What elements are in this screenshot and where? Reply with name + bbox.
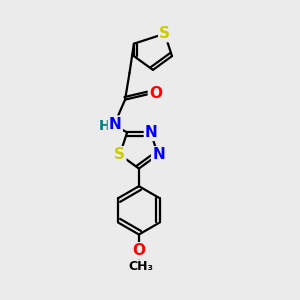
Text: O: O xyxy=(149,86,162,101)
Text: H: H xyxy=(99,118,110,133)
Text: CH₃: CH₃ xyxy=(128,260,153,273)
Text: S: S xyxy=(159,26,170,41)
Text: N: N xyxy=(145,125,158,140)
Text: N: N xyxy=(152,147,165,162)
Text: N: N xyxy=(109,117,122,132)
Text: O: O xyxy=(132,243,146,258)
Text: S: S xyxy=(114,147,125,162)
